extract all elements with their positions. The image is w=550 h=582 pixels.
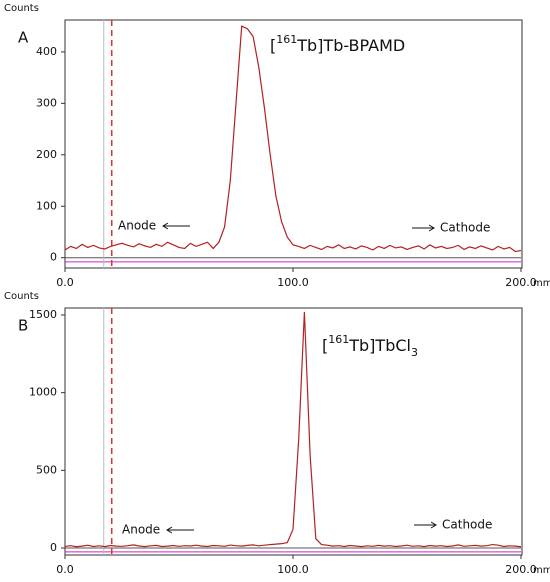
annotation-part: [ [322,336,328,355]
y-tick-label: 100 [36,199,57,212]
anode-label: Anode [118,219,156,233]
y-tick-label: 1000 [29,386,57,399]
x-axis-label: mm [533,278,550,289]
y-axis-label: Counts [4,3,39,14]
x-tick-label: 200.0 [505,276,537,289]
anode-label: Anode [122,523,160,537]
cathode-arrowhead [428,224,435,232]
data-line [64,311,522,548]
annotation-part: [ [270,36,276,55]
annotation-part: 161 [276,33,297,46]
x-tick-label: 200.0 [505,563,537,576]
panel-label: A [18,29,29,47]
x-tick-label: 100.0 [277,563,309,576]
y-tick-label: 400 [36,45,57,58]
peak-annotation: [161Tb]Tb-BPAMD [270,33,405,55]
data-line [64,25,522,253]
x-axis-label: mm [533,565,550,576]
y-tick-label: 300 [36,96,57,109]
y-tick-label: 0 [50,541,57,554]
cathode-label: Cathode [442,518,492,532]
x-tick-label: 100.0 [277,276,309,289]
annotation-part: 3 [411,346,418,359]
annotation-part: Tb]Tb-BPAMD [296,36,405,55]
cathode-arrowhead [430,521,437,529]
annotation-part: Tb]TbCl [348,336,411,355]
peak-annotation: [161Tb]TbCl3 [322,333,418,359]
x-tick-label: 0.0 [56,563,74,576]
annotation-part: 161 [328,333,349,346]
cathode-label: Cathode [440,221,490,235]
y-axis-label: Counts [4,291,39,302]
panel-label: B [18,317,28,335]
x-tick-label: 0.0 [56,276,74,289]
y-tick-label: 500 [36,463,57,476]
y-tick-label: 200 [36,148,57,161]
y-tick-label: 1500 [29,308,57,321]
anode-arrowhead [162,222,169,230]
anode-arrowhead [166,526,173,534]
y-tick-label: 0 [50,251,57,264]
